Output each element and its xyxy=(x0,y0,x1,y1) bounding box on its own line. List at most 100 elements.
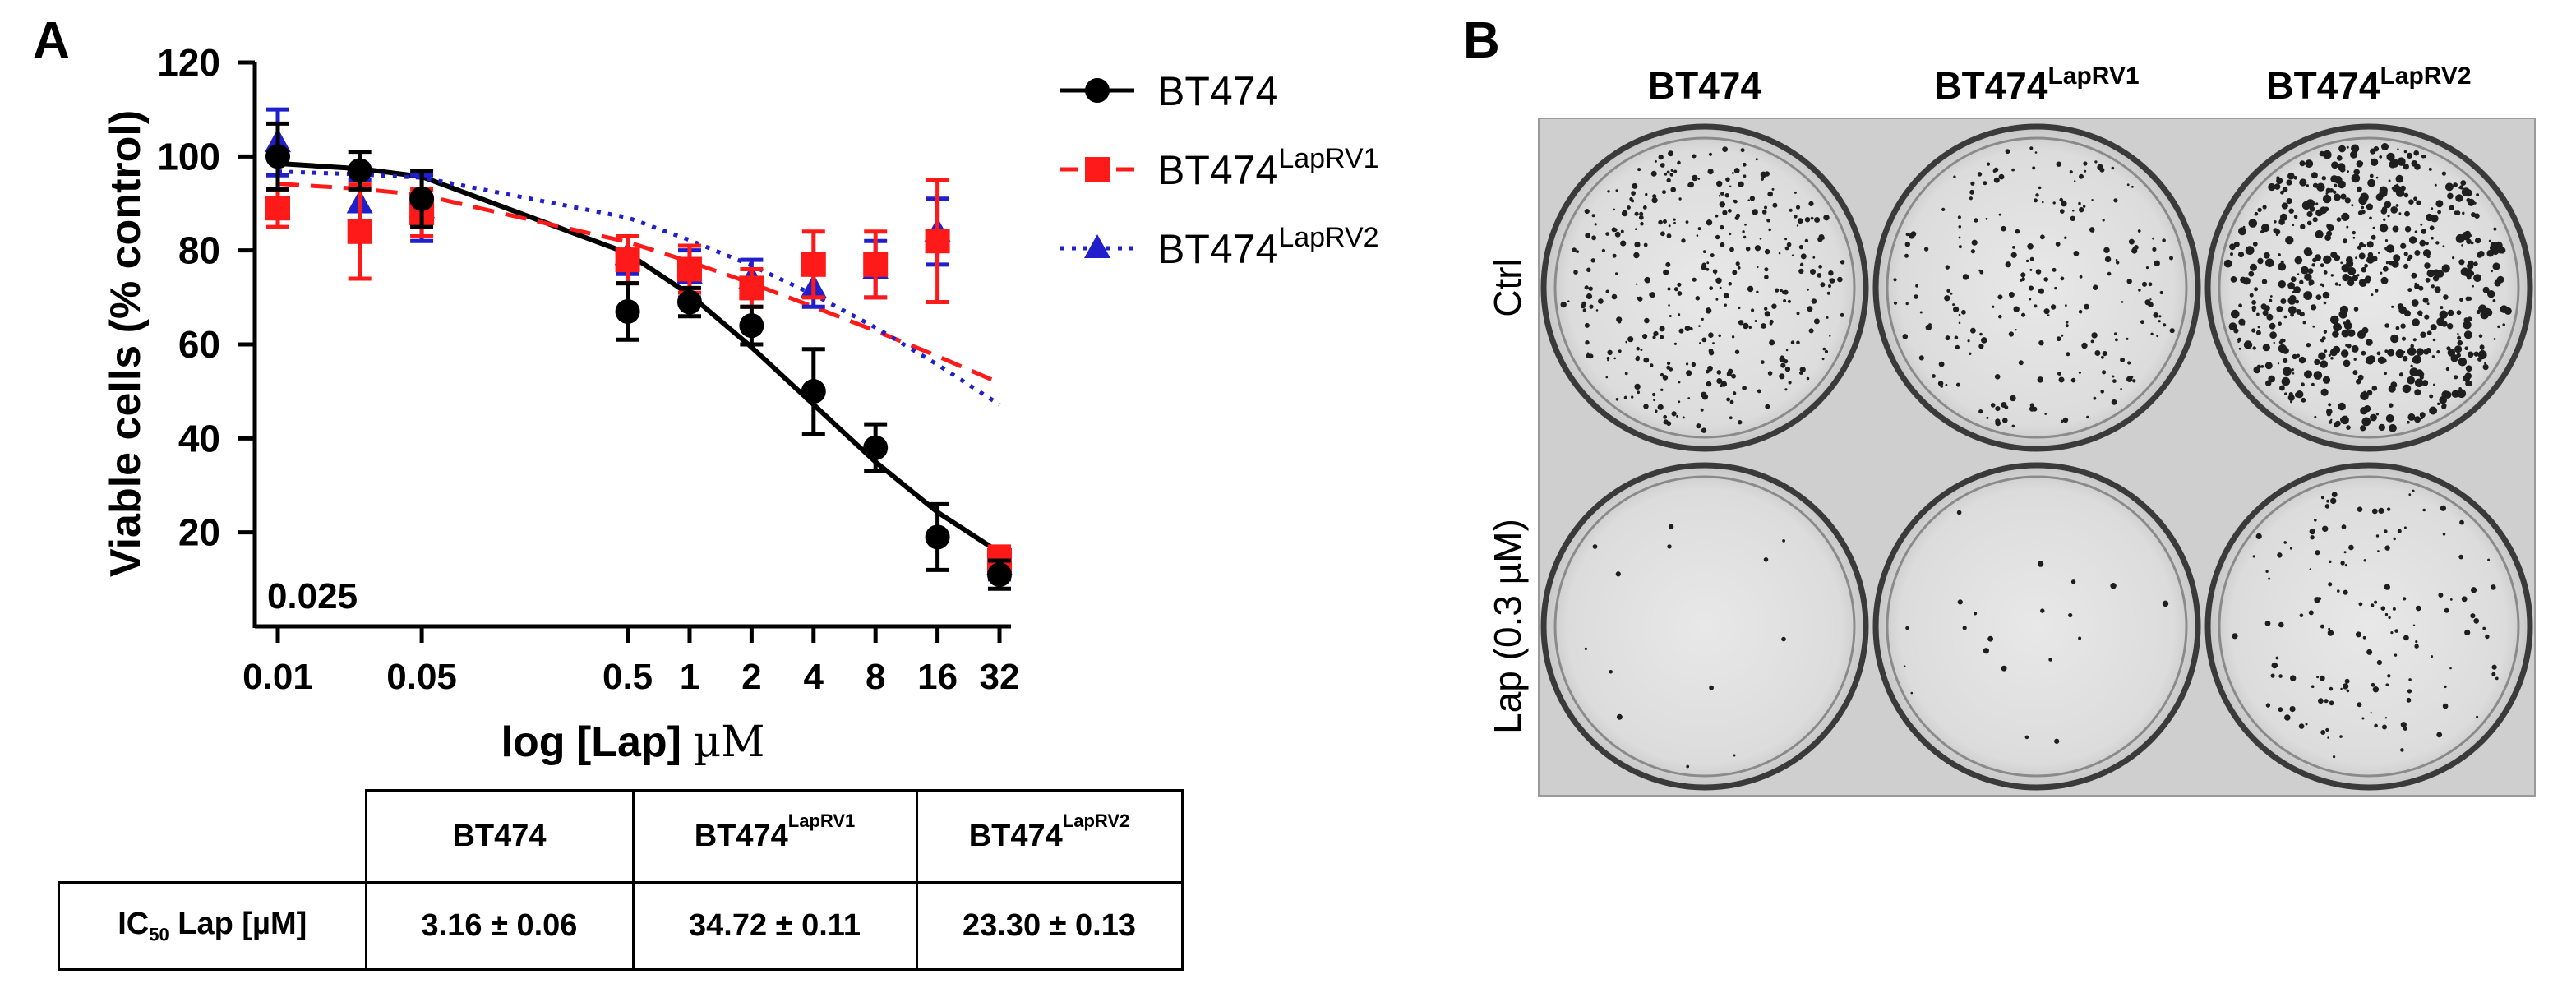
column-header-base: BT474 xyxy=(1648,64,1761,107)
x-tick-label: 0.5 xyxy=(602,657,653,697)
panel-a-letter: A xyxy=(33,12,70,69)
panel-b-letter: B xyxy=(1463,12,1500,69)
y-tick-label: 120 xyxy=(157,41,220,84)
ic50-header-bt474-text: BT474 xyxy=(452,819,547,853)
dose-response-plot: 20 40 60 80 100 120 0.01 0.05 0.5 1 2 4 8 16 32 0.025 xyxy=(157,41,1019,697)
ic50-header-laprv1-sup: LapRV1 xyxy=(787,810,856,831)
legend-label-rv1: BT474LapRV1 xyxy=(1157,143,1379,193)
column-header-2: BT474LapRV2 xyxy=(2266,62,2471,107)
data-point-rv1 xyxy=(863,252,889,277)
culture-dish-inner-rim xyxy=(1553,475,1856,778)
x-tick-label: 8 xyxy=(866,657,885,697)
legend-label-sup: LapRV2 xyxy=(1278,222,1378,253)
legend-label-bt474: BT474 xyxy=(1157,68,1278,114)
ic50-row-label-post: Lap [µM] xyxy=(169,906,307,941)
data-point-rv1 xyxy=(801,252,826,277)
ic50-table-header-row: BT474 BT474LapRV1 BT474LapRV2 xyxy=(58,789,1184,884)
data-point-bt474 xyxy=(801,379,826,404)
legend-label-base: BT474 xyxy=(1157,147,1278,193)
x-tick-label: 1 xyxy=(680,657,699,697)
ic50-table: BT474 BT474LapRV1 BT474LapRV2 IC50 Lap [… xyxy=(58,789,1184,971)
ic50-header-laprv1-text: BT474 xyxy=(694,819,788,853)
data-point-rv1 xyxy=(347,219,372,244)
x-tick-label: 0.05 xyxy=(386,657,457,697)
data-point-bt474 xyxy=(615,298,640,324)
legend-label-base: BT474 xyxy=(1157,68,1278,114)
culture-dish xyxy=(2204,462,2533,791)
x-axis-label-main: log [Lap] xyxy=(501,718,694,766)
ic50-row-label-pre: IC xyxy=(118,906,150,941)
ic50-value-laprv1: 34.72 ± 0.11 xyxy=(631,881,918,971)
column-header-0: BT474 xyxy=(1648,64,1761,107)
x-axis-label-unit: µM xyxy=(693,718,764,767)
legend-label-rv2: BT474LapRV2 xyxy=(1157,222,1379,272)
ic50-row-label: IC50 Lap [µM] xyxy=(58,881,367,971)
fit-curve-rv2 xyxy=(277,169,1001,407)
x-tick-label: 0.01 xyxy=(242,657,313,697)
data-point-bt474 xyxy=(676,289,702,315)
y-axis-ticks: 20 40 60 80 100 120 xyxy=(157,41,255,554)
x-tick-label: 16 xyxy=(917,657,958,697)
ic50-table-value-row: IC50 Lap [µM] 3.16 ± 0.06 34.72 ± 0.11 2… xyxy=(58,881,1184,971)
x-tick-label: 2 xyxy=(741,657,761,697)
ic50-header-laprv2-text: BT474 xyxy=(968,819,1063,853)
column-header-sup: LapRV2 xyxy=(2380,62,2471,90)
culture-dish xyxy=(1872,123,2201,452)
legend-marker-rv1 xyxy=(1085,157,1110,182)
column-header-1: BT474LapRV1 xyxy=(1934,62,2139,107)
ic50-header-laprv2: BT474LapRV2 xyxy=(915,789,1184,884)
column-header-base: BT474 xyxy=(1934,64,2047,107)
row-label-1: Lap (0.3 µM) xyxy=(1486,519,1529,734)
ic50-table-corner xyxy=(58,790,367,884)
ic50-row-label-sub: 50 xyxy=(149,924,169,945)
data-points xyxy=(265,107,1013,591)
x-axis-break-label: 0.025 xyxy=(267,576,358,616)
y-tick-label: 60 xyxy=(178,323,220,366)
culture-dish xyxy=(1540,462,1869,791)
ic50-value-bt474: 3.16 ± 0.06 xyxy=(364,881,635,971)
data-point-rv1 xyxy=(615,247,640,273)
y-axis-label: Viable cells (% control) xyxy=(102,110,150,577)
data-point-bt474 xyxy=(739,313,764,339)
y-tick-label: 20 xyxy=(178,511,220,554)
fit-curve-rv1 xyxy=(277,182,1000,386)
colony-dots xyxy=(2223,143,2512,432)
data-point-rv1 xyxy=(925,229,950,254)
legend-label-base: BT474 xyxy=(1157,226,1278,272)
x-tick-label: 32 xyxy=(980,657,1020,697)
column-header-sup: LapRV1 xyxy=(2047,62,2139,90)
legend-marker-rv2 xyxy=(1084,234,1110,258)
fit-curves xyxy=(277,160,1001,555)
data-point-bt474 xyxy=(265,144,290,169)
culture-dish-inner-rim xyxy=(1886,136,2188,439)
data-point-bt474 xyxy=(987,562,1012,588)
fit-curve-bt474 xyxy=(277,160,1001,555)
data-point-bt474 xyxy=(347,158,372,183)
data-point-bt474 xyxy=(925,524,950,550)
data-point-rv1 xyxy=(739,275,764,301)
legend-label-sup: LapRV1 xyxy=(1278,143,1378,174)
culture-dish-inner-rim xyxy=(1886,475,2188,778)
ic50-header-laprv2-sup: LapRV2 xyxy=(1062,810,1130,831)
ic50-header-laprv1: BT474LapRV1 xyxy=(631,789,918,884)
culture-dish-inner-rim xyxy=(2218,136,2520,439)
data-point-rv1 xyxy=(265,196,290,221)
grid-border xyxy=(1538,118,2536,797)
data-point-bt474 xyxy=(863,435,889,460)
legend-marker-bt474 xyxy=(1085,78,1110,103)
ic50-header-bt474: BT474 xyxy=(364,789,635,884)
data-point-rv1 xyxy=(676,256,702,282)
row-label-0: Ctrl xyxy=(1486,258,1529,317)
column-header-base: BT474 xyxy=(2266,64,2380,107)
x-tick-label: 4 xyxy=(804,657,824,697)
y-tick-label: 100 xyxy=(157,135,220,178)
data-point-bt474 xyxy=(409,186,435,211)
culture-dish xyxy=(1872,462,2201,791)
y-tick-label: 80 xyxy=(178,229,220,272)
x-axis-label: log [Lap] µM xyxy=(501,718,765,767)
ic50-value-laprv2: 23.30 ± 0.13 xyxy=(915,881,1184,971)
culture-dish-inner-rim xyxy=(1553,136,1856,439)
